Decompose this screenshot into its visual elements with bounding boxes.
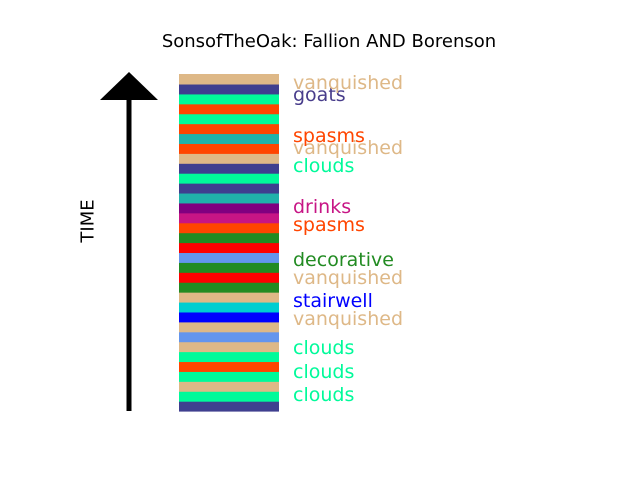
timeline-label: vanquished xyxy=(293,137,403,159)
timeline-band xyxy=(179,133,279,144)
timeline-band xyxy=(179,153,279,164)
timeline-label: spasms xyxy=(293,214,365,236)
timeline-label: clouds xyxy=(293,155,354,177)
timeline-label: vanquished xyxy=(293,267,403,289)
timeline-band xyxy=(179,242,279,254)
timeline-label: drinks xyxy=(293,196,351,218)
timeline-bands xyxy=(179,74,279,412)
timeline-band xyxy=(179,113,279,125)
timeline-band xyxy=(179,282,279,293)
timeline-label: clouds xyxy=(293,384,354,406)
timeline-band xyxy=(179,351,279,363)
timeline-band xyxy=(179,331,279,343)
timeline-band xyxy=(179,83,279,95)
timeline-labels: cloudscloudscloudsvanquishedstairwellvan… xyxy=(293,72,403,406)
timeline-band xyxy=(179,74,279,85)
timeline-label: clouds xyxy=(293,361,354,383)
timeline-band xyxy=(179,252,279,263)
time-arrow xyxy=(100,72,158,411)
timeline-band xyxy=(179,381,279,392)
timeline-band xyxy=(179,361,279,372)
chart-title: SonsofTheOak: Fallion AND Borenson xyxy=(161,31,497,52)
timeline-band xyxy=(179,292,279,303)
timeline-band xyxy=(179,311,279,323)
timeline-band xyxy=(179,401,279,412)
timeline-band xyxy=(179,272,279,283)
timeline-band xyxy=(179,202,279,214)
timeline-label: goats xyxy=(293,84,346,106)
timeline-band xyxy=(179,341,279,353)
timeline-band xyxy=(179,222,279,234)
timeline-band xyxy=(179,123,279,135)
time-arrow-head xyxy=(100,72,158,100)
timeline-band xyxy=(179,262,279,273)
timeline-band xyxy=(179,173,279,184)
timeline-band xyxy=(179,143,279,154)
timeline-band xyxy=(179,103,279,115)
timeline-label: clouds xyxy=(293,337,354,359)
timeline-band xyxy=(179,232,279,244)
timeline-band xyxy=(179,93,279,105)
timeline-label: spasms xyxy=(293,125,365,147)
timeline-label: stairwell xyxy=(293,290,373,312)
timeline-band xyxy=(179,192,279,204)
timeline-band xyxy=(179,183,279,194)
timeline-label: vanquished xyxy=(293,72,403,94)
timeline-band xyxy=(179,301,279,313)
timeline-band xyxy=(179,371,279,382)
timeline-band xyxy=(179,321,279,333)
timeline-band xyxy=(179,391,279,402)
timeline-label: vanquished xyxy=(293,308,403,330)
timeline-label: decorative xyxy=(293,249,394,271)
timeline-band xyxy=(179,163,279,174)
timeline-band xyxy=(179,212,279,224)
